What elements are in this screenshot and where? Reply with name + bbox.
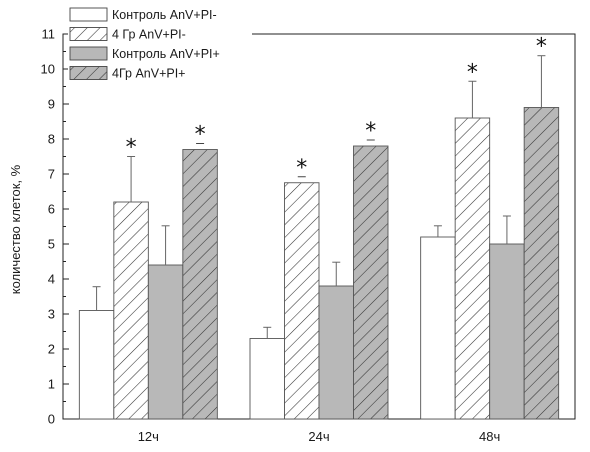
- bar: [318, 285, 354, 420]
- y-tick-label: 1: [48, 377, 55, 392]
- bar: [249, 338, 285, 420]
- x-tick-label: 24ч: [308, 429, 329, 444]
- legend-label: Контроль AnV+PI-: [112, 8, 217, 22]
- bar: [113, 201, 149, 420]
- y-tick-label: 4: [48, 272, 55, 287]
- significance-marker: *: [195, 123, 206, 148]
- bar: [420, 236, 456, 420]
- y-tick-label: 2: [48, 342, 55, 357]
- y-tick-label: 3: [48, 307, 55, 322]
- y-tick-label: 11: [42, 27, 56, 42]
- legend-swatch: [69, 46, 108, 61]
- x-tick-label: 48ч: [479, 429, 500, 444]
- y-tick-label: 9: [48, 97, 55, 112]
- y-tick-label: 5: [48, 237, 55, 252]
- y-tick-label: 10: [41, 62, 55, 77]
- y-axis-label: количество клеток, %: [8, 164, 23, 294]
- significance-marker: *: [296, 156, 307, 181]
- bar: [489, 243, 525, 420]
- legend-swatch: [69, 66, 108, 80]
- y-tick-label: 6: [48, 202, 55, 217]
- significance-marker: *: [467, 60, 478, 85]
- bar: [454, 117, 491, 420]
- bar: [353, 145, 389, 420]
- x-tick-label: 12ч: [138, 429, 159, 444]
- legend-swatch: [69, 27, 108, 41]
- bar: [182, 149, 218, 420]
- significance-marker: *: [536, 35, 547, 60]
- legend-label: 4Гр AnV+PI+: [112, 67, 185, 81]
- legend-label: 4 Гр AnV+PI-: [112, 28, 186, 42]
- significance-marker: *: [126, 136, 137, 161]
- bar: [284, 182, 320, 420]
- bar: [523, 107, 560, 420]
- y-tick-label: 7: [48, 167, 55, 182]
- bar: [147, 264, 184, 420]
- legend-swatch: [69, 7, 108, 22]
- y-tick-label: 8: [48, 132, 55, 147]
- y-tick-label: 0: [48, 412, 55, 427]
- legend-label: Контроль AnV+PI+: [112, 47, 220, 61]
- significance-marker: *: [365, 119, 376, 144]
- bar: [78, 310, 115, 420]
